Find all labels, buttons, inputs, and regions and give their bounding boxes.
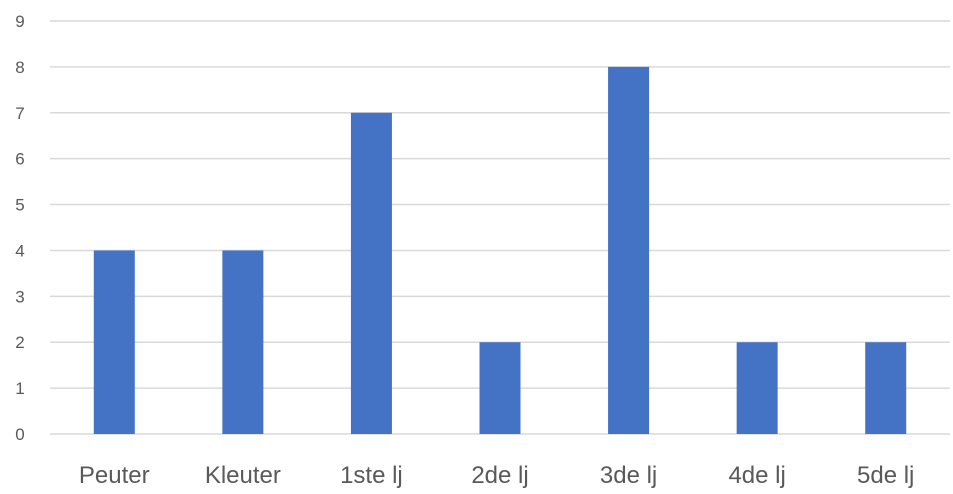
y-tick-label: 0: [15, 425, 24, 444]
y-tick-label: 7: [15, 104, 24, 123]
bar-4de-lj: [736, 342, 778, 434]
bars: [93, 66, 907, 435]
x-tick-label: 3de lj: [600, 462, 657, 489]
x-tick-label: 1ste lj: [340, 462, 403, 489]
y-axis-tick-labels: 0 1 2 3 4 5 6 7 8 9: [15, 12, 24, 444]
bar-kleuter: [222, 250, 264, 434]
x-axis-tick-labels: Peuter Kleuter 1ste lj 2de lj 3de lj 4de lj 5d…: [79, 462, 914, 489]
y-tick-label: 8: [15, 58, 24, 77]
x-tick-label: 2de lj: [471, 462, 528, 489]
bar-3de-lj: [608, 66, 650, 434]
y-tick-label: 2: [15, 333, 24, 352]
y-tick-label: 6: [15, 150, 24, 169]
bar-5de-lj: [865, 342, 907, 434]
x-tick-label: Kleuter: [205, 462, 281, 489]
bar-1ste-lj: [350, 112, 392, 435]
x-tick-label: 5de lj: [857, 462, 914, 489]
y-tick-label: 4: [15, 241, 24, 260]
bar-2de-lj: [479, 342, 521, 434]
y-tick-label: 1: [15, 379, 24, 398]
x-tick-label: 4de lj: [728, 462, 785, 489]
gridlines: [50, 20, 950, 435]
y-tick-label: 3: [15, 287, 24, 306]
y-tick-label: 5: [15, 196, 24, 215]
y-tick-label: 9: [15, 12, 24, 31]
bar-peuter: [93, 250, 135, 434]
x-tick-label: Peuter: [79, 462, 150, 489]
